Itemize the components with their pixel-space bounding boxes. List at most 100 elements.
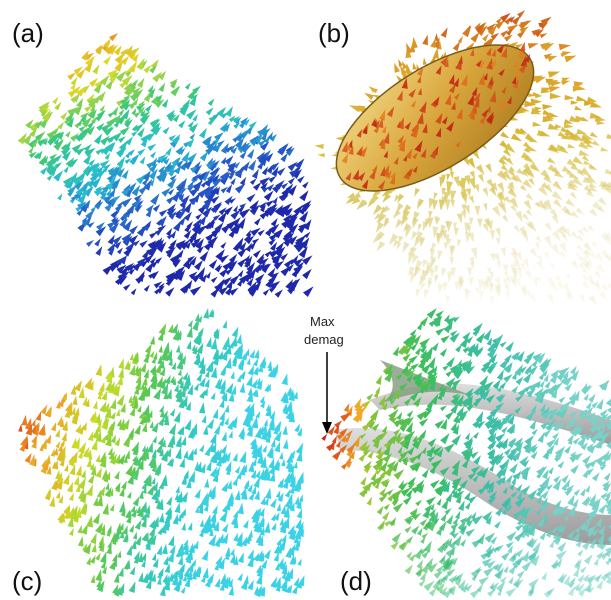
arrow [214, 578, 221, 588]
arrow [361, 122, 369, 134]
arrow [598, 460, 606, 467]
arrow [524, 154, 535, 164]
arrow [417, 67, 424, 77]
arrow [194, 259, 204, 271]
arrow [112, 553, 118, 563]
arrow [215, 555, 223, 566]
arrow [86, 178, 96, 188]
arrow [589, 414, 600, 426]
arrow [582, 155, 590, 162]
arrow [121, 186, 132, 197]
arrow [583, 261, 590, 272]
arrow [86, 125, 96, 136]
arrow [545, 422, 554, 431]
arrow [527, 43, 539, 49]
arrow [227, 479, 233, 490]
arrow [513, 450, 522, 461]
arrow [498, 68, 505, 77]
arrow [287, 184, 297, 196]
arrow [515, 548, 524, 558]
arrow [589, 295, 598, 306]
arrow [464, 491, 471, 501]
arrow [207, 157, 214, 166]
arrow [187, 319, 193, 328]
arrow [466, 404, 475, 412]
arrow [527, 589, 534, 597]
arrow [259, 526, 265, 536]
arrow [127, 202, 135, 214]
arrow [523, 163, 532, 172]
arrow [503, 374, 513, 383]
arrow [561, 165, 573, 174]
arrow [74, 380, 82, 392]
arrow [99, 382, 105, 392]
arrow [129, 91, 142, 102]
arrow [591, 241, 598, 249]
arrow [149, 350, 155, 358]
arrow [241, 536, 248, 547]
arrow [524, 435, 535, 446]
arrow [168, 211, 177, 220]
arrow [488, 440, 497, 449]
arrow [444, 443, 456, 453]
annotation: demag [304, 332, 344, 347]
arrow [55, 491, 60, 499]
arrow [42, 459, 50, 471]
arrow [528, 578, 540, 589]
arrow [444, 508, 452, 515]
arrow [208, 192, 215, 200]
arrow [161, 449, 168, 462]
arrow [410, 271, 417, 284]
arrow [509, 462, 518, 474]
arrow [248, 121, 257, 129]
arrow [181, 522, 186, 531]
arrow [470, 102, 477, 115]
arrow [600, 147, 609, 152]
arrow [607, 508, 611, 515]
arrow [204, 369, 210, 378]
arrow [520, 287, 527, 299]
arrow [95, 364, 102, 377]
arrow [287, 161, 298, 172]
arrow [408, 252, 415, 265]
arrow [231, 335, 238, 347]
arrow [499, 381, 507, 390]
arrow [256, 377, 261, 386]
arrow [558, 420, 564, 428]
arrow [376, 446, 382, 455]
arrow [384, 520, 392, 527]
arrow [596, 438, 605, 449]
arrow [487, 497, 497, 505]
arrow [151, 449, 157, 459]
arrow [159, 585, 166, 597]
arrow [201, 414, 207, 424]
arrow [284, 570, 291, 582]
arrow [435, 310, 444, 319]
arrow [464, 158, 470, 167]
arrow [294, 496, 300, 506]
arrow [399, 418, 408, 427]
arrow [525, 364, 532, 374]
arrow [586, 274, 595, 285]
arrow [461, 396, 471, 407]
arrow [501, 551, 511, 561]
arrow [69, 464, 76, 476]
arrow [535, 352, 546, 364]
arrow [118, 108, 125, 116]
arrow [399, 64, 407, 76]
arrow [156, 218, 162, 226]
arrow [335, 136, 345, 142]
arrow [80, 113, 88, 123]
arrow [62, 176, 73, 186]
arrow [193, 180, 203, 191]
arrow [273, 512, 280, 521]
arrow [130, 288, 137, 296]
arrow [541, 410, 553, 420]
arrow [172, 114, 180, 123]
arrow [193, 447, 197, 455]
arrow [118, 582, 125, 594]
arrow [239, 120, 247, 129]
arrow [289, 392, 295, 402]
arrow [175, 145, 184, 155]
arrow [387, 392, 394, 402]
